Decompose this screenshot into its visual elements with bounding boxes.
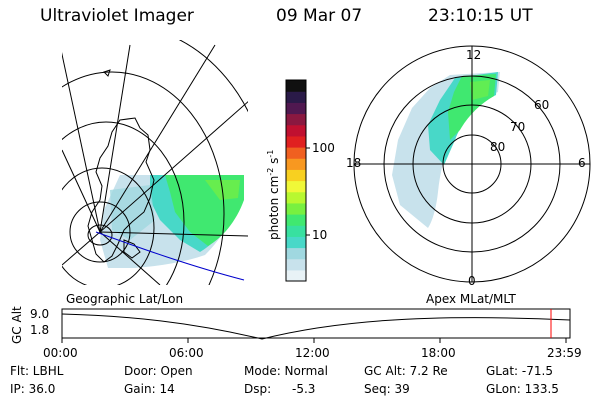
dsp-value: -5.3 — [292, 382, 316, 396]
seq-info: Seq: 39 — [364, 382, 410, 396]
color-scale-bar — [286, 80, 306, 282]
color-scale-segment — [286, 124, 306, 137]
color-scale-segment — [286, 147, 306, 159]
filter-info: Flt: LBHL — [10, 364, 64, 378]
lat-70-label: 70 — [510, 120, 526, 134]
mlt-0-label: 0 — [468, 274, 476, 288]
colorbar-unit-label: photon cm-2 s-1 — [266, 149, 281, 240]
color-scale-segment — [286, 202, 306, 215]
color-scale-frame — [285, 79, 307, 282]
orbit-timeline — [61, 308, 571, 343]
color-scale-segment — [286, 236, 306, 249]
timeline-tick-label: 18:00 — [421, 346, 456, 360]
color-scale-segment — [286, 180, 306, 193]
gain-info: Gain: 14 — [124, 382, 175, 396]
timeline-tick-label: 23:59 — [547, 346, 582, 360]
instrument-title: Ultraviolet Imager — [40, 6, 194, 26]
color-scale-segment — [286, 169, 306, 182]
image-date: 09 Mar 07 — [276, 6, 363, 26]
color-scale-segment — [286, 113, 306, 126]
color-scale-segment — [286, 269, 306, 282]
timeline-y-low: 1.8 — [30, 323, 50, 337]
mlt-12-label: 12 — [466, 48, 482, 62]
lat-60-label: 60 — [534, 98, 550, 112]
image-time: 23:10:15 UT — [428, 6, 533, 26]
geographic-map — [62, 40, 248, 285]
color-scale-segment — [286, 102, 306, 115]
colorbar-tick-100: 100 — [312, 141, 335, 155]
dsp-label: Dsp: — [244, 382, 272, 396]
polar-grid — [353, 45, 591, 283]
door-info: Door: Open — [124, 364, 193, 378]
color-scale-segment — [286, 247, 306, 260]
ip-info: IP: 36.0 — [10, 382, 56, 396]
color-scale-segment — [286, 214, 306, 226]
colorbar-tick-10: 10 — [312, 228, 328, 242]
color-scale-segment — [286, 80, 306, 92]
mlt-18-label: 18 — [346, 156, 362, 170]
color-scale-segment — [286, 258, 306, 271]
color-scale-segment — [286, 91, 306, 103]
timeline-tick-label: 06:00 — [169, 346, 204, 360]
mlt-6-label: 6 — [578, 156, 586, 170]
lat-80-label: 80 — [490, 140, 506, 154]
color-scale-segment — [286, 135, 306, 148]
polar-map — [392, 72, 500, 228]
glat-info: GLat: -71.5 — [486, 364, 553, 378]
color-scale-segment — [286, 225, 306, 237]
timeline-y-high: 9.0 — [30, 307, 50, 321]
timeline-tick-label: 12:00 — [295, 346, 330, 360]
glon-info: GLon: 133.5 — [486, 382, 559, 396]
timeline-ylabel: GC Alt — [10, 306, 24, 344]
apex-label: Apex MLat/MLT — [426, 292, 516, 306]
geographic-label: Geographic Lat/Lon — [66, 292, 184, 306]
mode-info: Mode: Normal — [244, 364, 328, 378]
color-scale-segment — [286, 191, 306, 204]
timeline-tick-label: 00:00 — [43, 346, 78, 360]
gc-alt-info: GC Alt: 7.2 Re — [364, 364, 448, 378]
color-scale-segment — [286, 158, 306, 170]
